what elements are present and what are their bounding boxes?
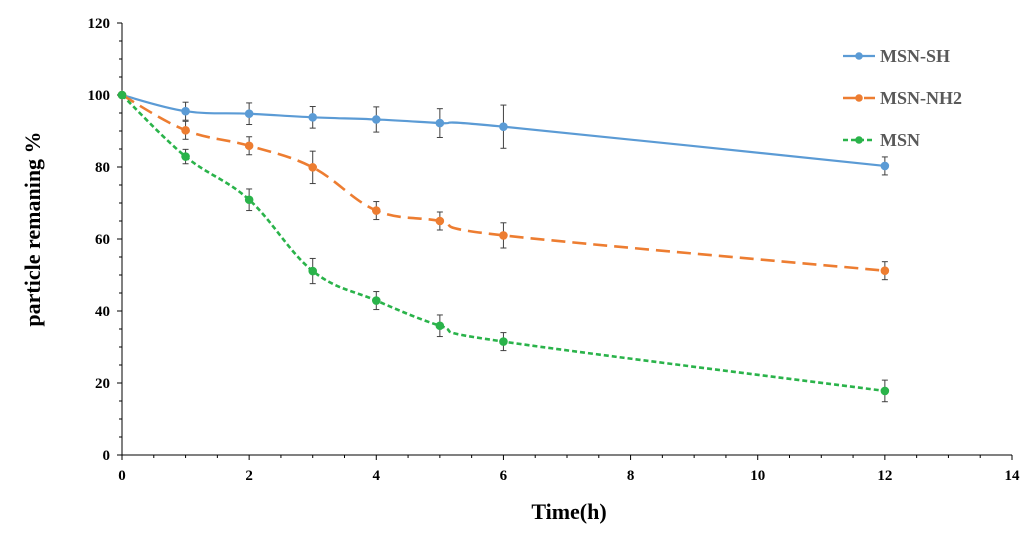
y-axis-title: particle remaning % [20,131,45,326]
data-point [308,163,318,172]
data-point [308,113,318,122]
legend-item-msn-sh: MSN-SH [843,46,950,66]
series-line [121,93,885,168]
data-point [244,109,254,119]
data-point [117,90,127,100]
x-tick-label: 12 [877,468,892,484]
y-tick-label: 100 [88,88,111,104]
series-msn-sh [117,90,890,176]
legend-label: MSN-SH [880,46,950,66]
data-point [308,266,318,276]
series-msn [117,90,890,403]
y-tick-label: 40 [95,304,110,320]
x-tick-label: 2 [245,468,253,484]
y-tick-label: 60 [95,232,110,248]
legend-swatch-marker [855,52,863,60]
legend-label: MSN [880,130,920,150]
chart-series [117,90,890,403]
x-tick-label: 14 [1005,468,1021,484]
x-tick-label: 0 [118,468,126,484]
data-point [435,118,445,128]
legend-label: MSN-NH2 [880,88,962,108]
data-point [499,122,508,131]
data-point [244,141,254,151]
data-point [435,321,445,331]
data-point [880,266,890,275]
y-tick-label: 0 [103,448,111,464]
data-point [499,231,508,240]
data-point [435,216,445,226]
data-point [880,161,890,171]
x-tick-label: 4 [373,468,381,484]
data-point [371,206,381,215]
legend-item-msn-nh2: MSN-NH2 [843,88,962,108]
y-tick-label: 20 [95,376,110,392]
y-tick-label: 120 [88,16,111,32]
x-tick-label: 10 [750,468,765,484]
data-point [181,125,190,135]
data-point [181,152,190,161]
data-point [499,337,508,346]
x-axis-title: Time(h) [531,499,606,524]
legend-swatch-marker [855,94,863,102]
x-tick-label: 8 [627,468,635,484]
data-point [371,115,381,124]
x-tick-label: 6 [500,468,508,484]
y-tick-label: 80 [95,160,110,176]
data-point [880,386,890,396]
data-point [244,195,254,205]
legend-swatch-marker [855,136,863,144]
chart-legend: MSN-SH MSN-NH2 MSN [843,46,962,150]
data-point [181,106,190,116]
chart-axes: 0 20 40 60 80 100 120 0 2 4 6 8 10 12 14 [88,16,1021,484]
legend-item-msn: MSN [843,130,920,150]
data-point [371,296,381,305]
